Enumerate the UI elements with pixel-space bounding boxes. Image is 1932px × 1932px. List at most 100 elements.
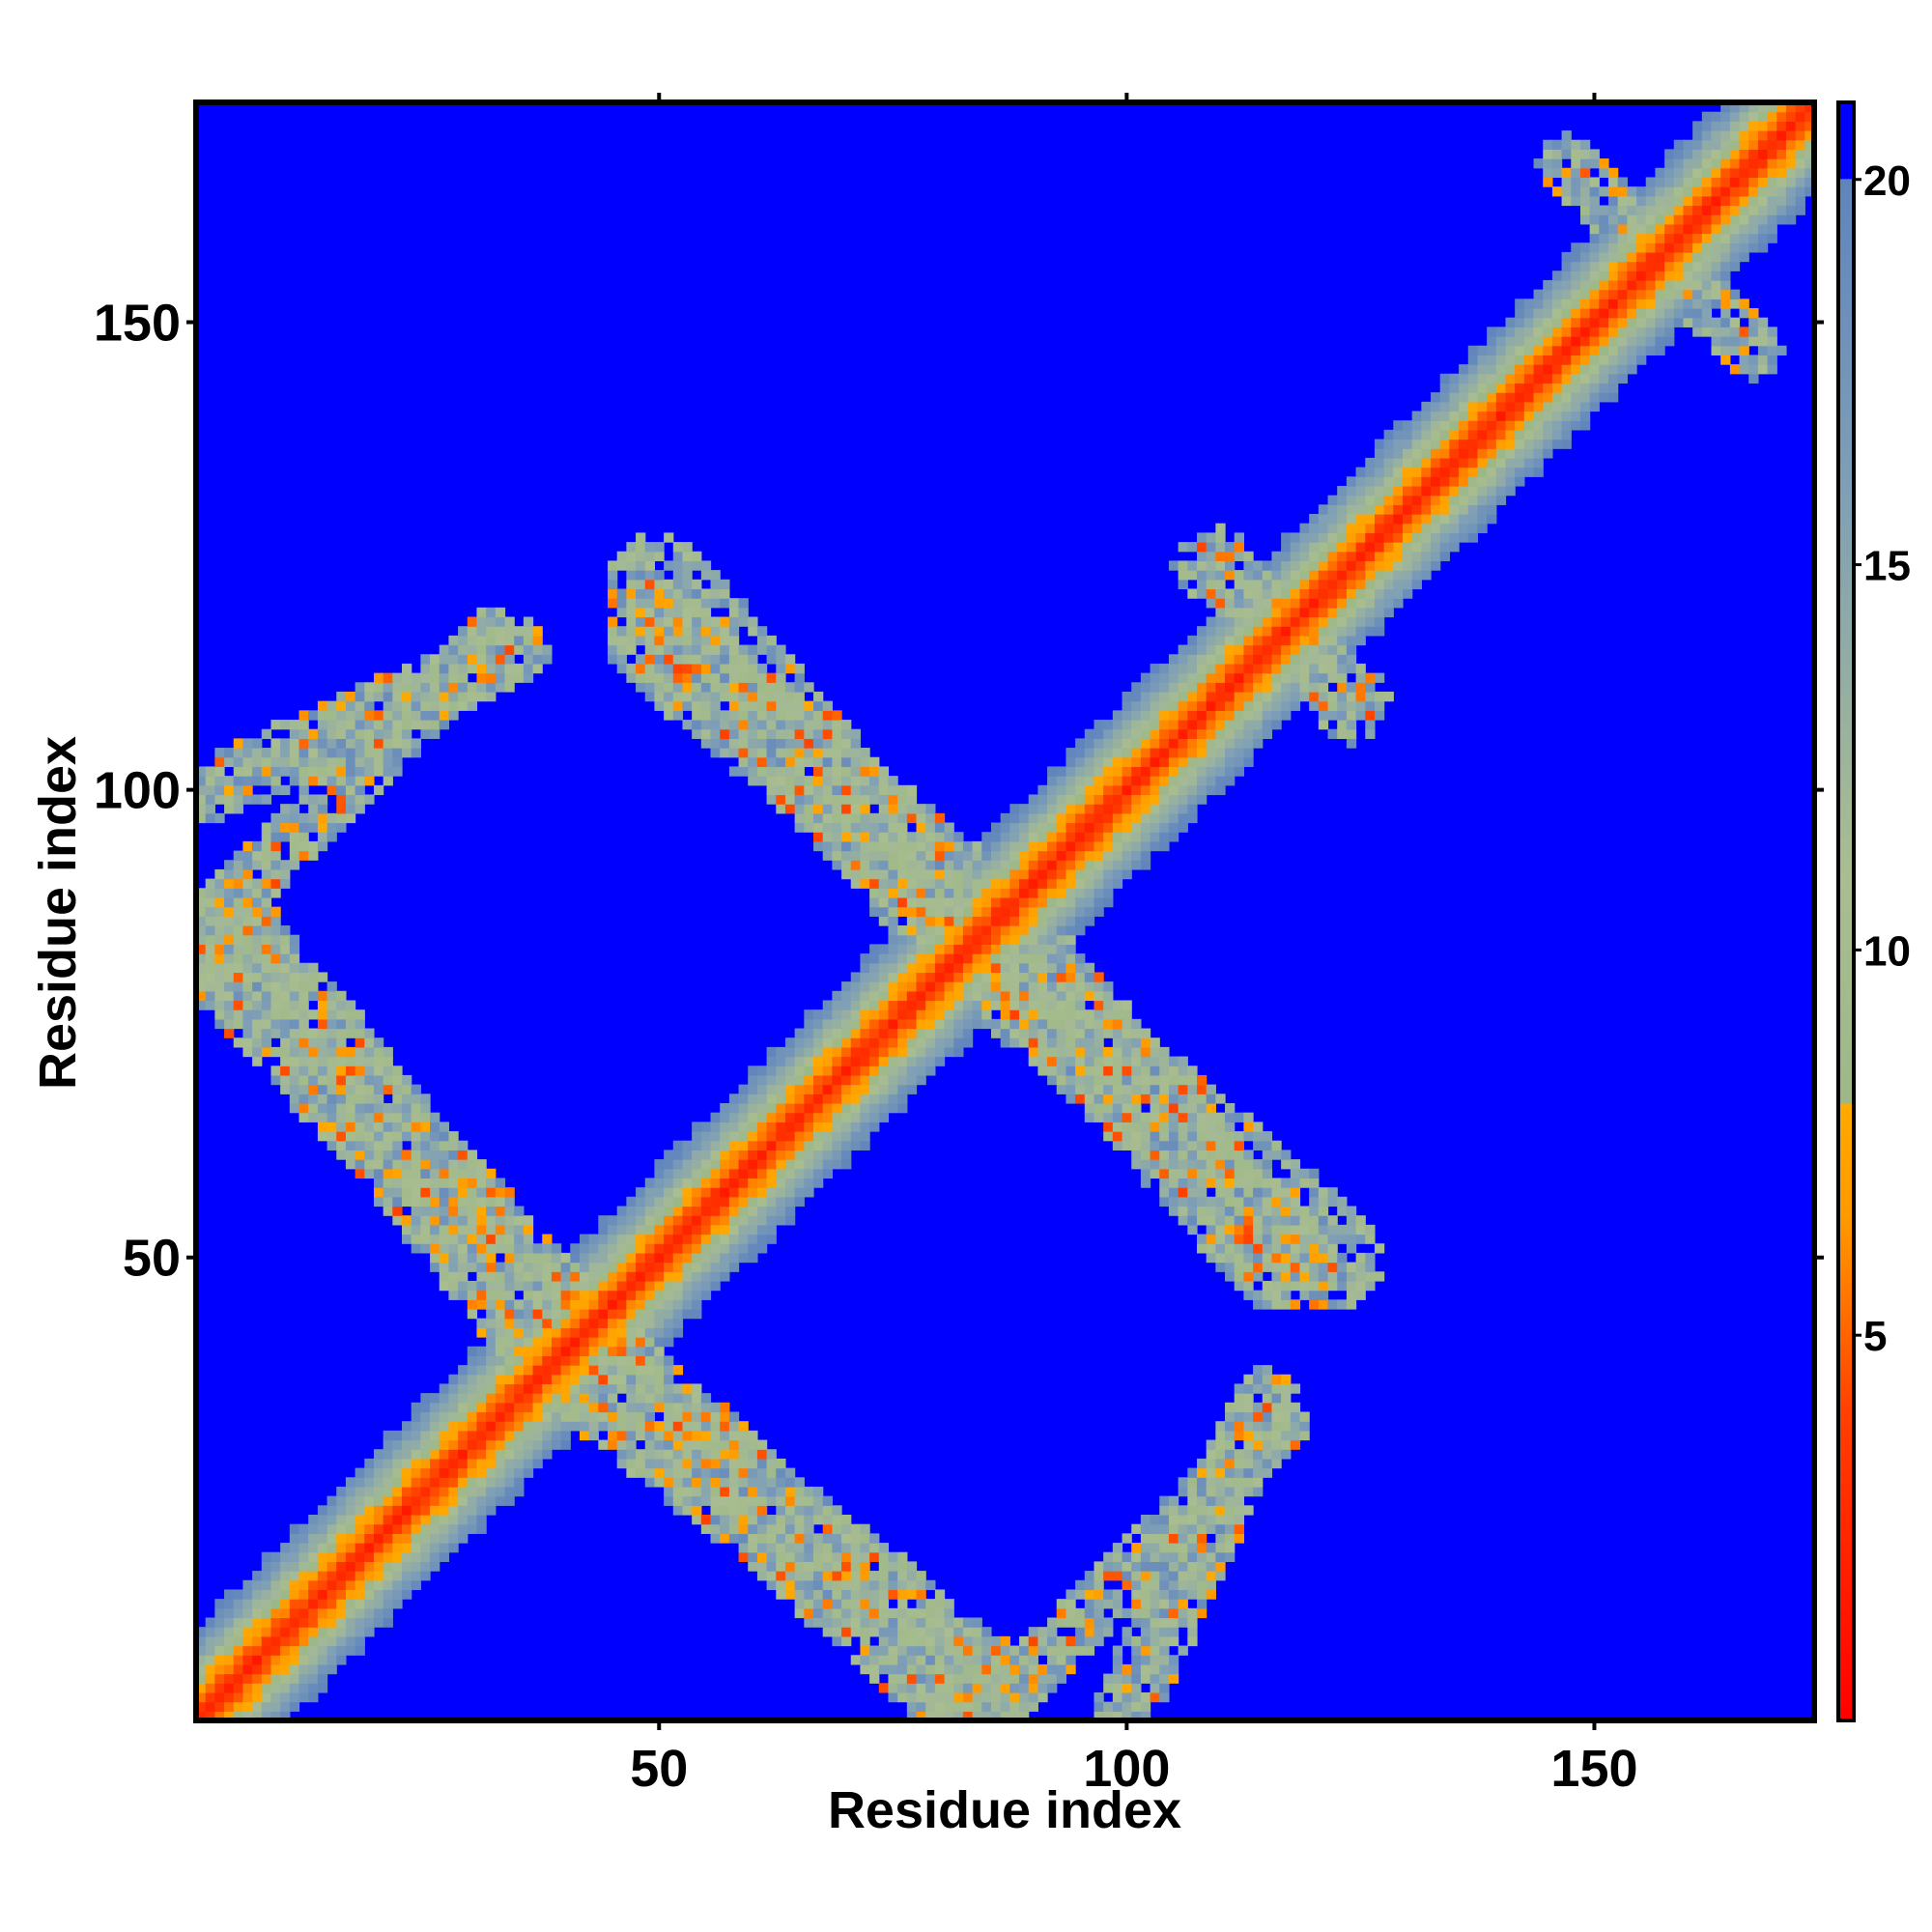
heatmap-cell xyxy=(1065,784,1076,796)
heatmap-cell xyxy=(644,1318,656,1328)
heatmap-cell xyxy=(1056,981,1067,992)
heatmap-cell xyxy=(822,1627,833,1637)
heatmap-cell xyxy=(1196,1561,1208,1572)
heatmap-cell xyxy=(1028,1701,1038,1712)
heatmap-cell xyxy=(570,1411,581,1422)
heatmap-cell xyxy=(822,784,833,796)
heatmap-cell xyxy=(355,720,365,730)
heatmap-cell xyxy=(1112,1102,1123,1114)
heatmap-cell xyxy=(738,766,749,777)
heatmap-cell xyxy=(813,1617,824,1628)
heatmap-cell xyxy=(1178,1196,1188,1208)
heatmap-cell xyxy=(364,1607,375,1619)
heatmap-cell xyxy=(1196,710,1208,721)
heatmap-cell xyxy=(990,1028,1002,1038)
heatmap-cell xyxy=(1094,1701,1104,1712)
heatmap-cell xyxy=(289,832,300,842)
heatmap-cell xyxy=(720,1150,730,1160)
heatmap-cell xyxy=(710,1439,721,1450)
heatmap-cell xyxy=(327,1589,337,1600)
heatmap-cell xyxy=(570,1271,581,1282)
heatmap-cell xyxy=(756,728,768,739)
heatmap-cell xyxy=(841,832,852,842)
heatmap-cell xyxy=(1150,776,1160,786)
heatmap-cell xyxy=(1000,1037,1010,1048)
heatmap-cell xyxy=(205,925,215,936)
heatmap-cell xyxy=(383,691,393,702)
heatmap-cell xyxy=(869,840,880,852)
heatmap-cell xyxy=(756,1187,768,1198)
heatmap-cell xyxy=(664,1196,674,1208)
heatmap-cell xyxy=(1215,728,1226,739)
heatmap-cell xyxy=(514,1374,525,1385)
heatmap-cell xyxy=(850,1037,862,1048)
heatmap-cell xyxy=(1150,728,1160,739)
heatmap-cell xyxy=(878,1028,890,1038)
heatmap-cell xyxy=(298,1000,309,1010)
heatmap-cell xyxy=(252,1018,263,1030)
heatmap-cell xyxy=(944,1645,954,1656)
heatmap-cell xyxy=(784,1589,796,1600)
heatmap-cell xyxy=(1019,1655,1030,1665)
heatmap-cell xyxy=(616,1411,627,1422)
heatmap-cell xyxy=(495,1327,506,1338)
heatmap-cell xyxy=(728,1514,740,1525)
heatmap-cell xyxy=(813,1018,824,1030)
heatmap-cell xyxy=(523,616,534,627)
heatmap-cell xyxy=(720,1467,730,1478)
heatmap-cell xyxy=(458,1430,469,1441)
heatmap-cell xyxy=(906,1000,918,1010)
heatmap-cell xyxy=(616,1383,627,1394)
heatmap-cell xyxy=(196,896,207,908)
heatmap-cell xyxy=(261,1607,272,1619)
heatmap-cell xyxy=(804,1102,814,1114)
heatmap-cell xyxy=(392,1196,403,1208)
heatmap-cell xyxy=(692,1262,702,1272)
heatmap-cell xyxy=(1103,822,1114,833)
heatmap-cell xyxy=(270,784,281,796)
heatmap-cell xyxy=(794,1056,805,1066)
heatmap-cell xyxy=(1047,812,1058,824)
heatmap-cell xyxy=(598,1280,609,1292)
heatmap-cell xyxy=(794,1533,805,1544)
heatmap-cell xyxy=(1196,1159,1208,1170)
heatmap-cell xyxy=(756,1084,768,1094)
heatmap-cell xyxy=(728,1206,740,1216)
heatmap-cell xyxy=(242,840,253,852)
heatmap-cell xyxy=(990,962,1002,974)
heatmap-cell xyxy=(224,1018,235,1030)
heatmap-cell xyxy=(1112,710,1123,721)
heatmap-cell xyxy=(373,1159,384,1170)
heatmap-cell xyxy=(1047,1635,1058,1647)
heatmap-cell xyxy=(289,1683,300,1693)
heatmap-cell xyxy=(224,953,235,964)
heatmap-cell xyxy=(458,1449,469,1460)
heatmap-cell xyxy=(308,1523,319,1534)
heatmap-cell xyxy=(355,1112,365,1122)
heatmap-cell xyxy=(728,1421,740,1432)
heatmap-cell xyxy=(392,672,403,683)
heatmap-cell xyxy=(700,626,712,637)
heatmap-cell xyxy=(1028,1645,1038,1656)
heatmap-cell xyxy=(1168,1056,1179,1066)
heatmap-cell xyxy=(860,1018,870,1030)
heatmap-cell xyxy=(748,1196,758,1208)
heatmap-cell xyxy=(1056,822,1067,833)
heatmap-cell xyxy=(504,644,515,655)
heatmap-cell xyxy=(626,1355,637,1366)
heatmap-cell xyxy=(700,691,712,702)
heatmap-cell xyxy=(860,860,870,870)
heatmap-cell xyxy=(1000,1028,1010,1038)
heatmap-cell xyxy=(692,1150,702,1160)
heatmap-cell xyxy=(345,804,356,814)
heatmap-cell xyxy=(1009,878,1020,889)
heatmap-cell xyxy=(1168,1168,1179,1179)
heatmap-cell xyxy=(411,1411,421,1422)
heatmap-cell xyxy=(1037,1009,1048,1020)
heatmap-cell xyxy=(728,1533,740,1544)
heatmap-cell xyxy=(364,1561,375,1572)
heatmap-cell xyxy=(317,972,328,982)
heatmap-cell xyxy=(644,635,656,646)
heatmap-cell xyxy=(1159,1505,1170,1516)
heatmap-cell xyxy=(953,934,964,945)
